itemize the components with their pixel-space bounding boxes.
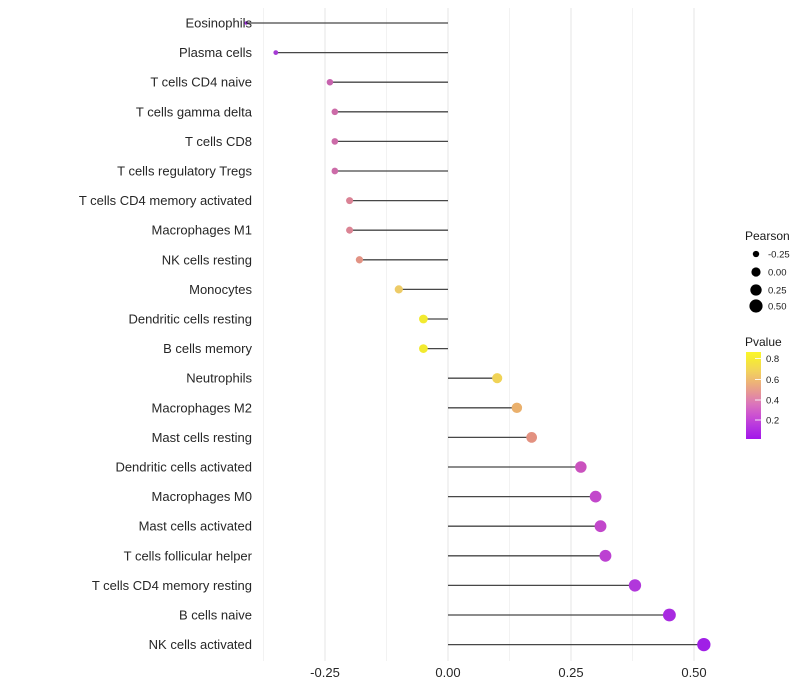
y-axis-label: B cells memory bbox=[163, 341, 252, 356]
y-axis-label: Eosinophils bbox=[186, 16, 253, 31]
pvalue-tick-label: 0.8 bbox=[766, 354, 779, 365]
y-axis-label: T cells CD8 bbox=[185, 134, 252, 149]
y-axis-label: Plasma cells bbox=[179, 45, 252, 60]
data-point-dot bbox=[599, 549, 612, 562]
y-axis-label: Macrophages M1 bbox=[152, 223, 252, 238]
pvalue-tick-label: 0.4 bbox=[766, 396, 779, 407]
x-axis-tick-label: 0.00 bbox=[435, 665, 460, 680]
y-axis-label: B cells naive bbox=[179, 608, 252, 623]
legend-title-pvalue: Pvalue bbox=[745, 335, 782, 349]
legend-size-label: -0.25 bbox=[768, 250, 790, 261]
data-point-dot bbox=[355, 256, 364, 264]
legend-size-dot bbox=[750, 284, 762, 296]
data-point-dot bbox=[331, 138, 339, 145]
data-point-dot bbox=[244, 21, 249, 25]
x-axis-tick-label: 0.50 bbox=[681, 665, 706, 680]
y-axis-label: Macrophages M0 bbox=[152, 489, 252, 504]
y-axis-label: T cells follicular helper bbox=[124, 548, 253, 563]
data-point-dot bbox=[526, 432, 538, 443]
data-point-dot bbox=[628, 579, 642, 592]
data-point-dot bbox=[419, 344, 428, 353]
y-axis-label: Neutrophils bbox=[186, 371, 252, 386]
data-point-dot bbox=[394, 285, 403, 294]
legend-size-label: 0.25 bbox=[768, 286, 787, 297]
data-point-dot bbox=[326, 78, 334, 86]
pvalue-gradient-bar bbox=[746, 352, 761, 439]
y-axis-label: Monocytes bbox=[189, 282, 252, 297]
pvalue-tick-label: 0.2 bbox=[766, 416, 779, 427]
y-axis-label: Mast cells activated bbox=[139, 519, 252, 534]
data-point-dot bbox=[662, 608, 676, 622]
legend-size-dot bbox=[752, 250, 760, 258]
y-axis-label: T cells CD4 memory resting bbox=[92, 578, 252, 593]
data-point-dot bbox=[346, 197, 354, 205]
y-axis-label: Macrophages M2 bbox=[152, 400, 252, 415]
y-axis-label: Dendritic cells activated bbox=[115, 460, 252, 475]
data-point-dot bbox=[697, 637, 711, 652]
legend-title-pearson: Pearson bbox=[745, 229, 790, 243]
data-point-dot bbox=[419, 314, 428, 324]
pvalue-tick-label: 0.6 bbox=[766, 375, 779, 386]
data-point-dot bbox=[594, 520, 607, 533]
data-point-dot bbox=[575, 461, 587, 473]
y-axis-label: Dendritic cells resting bbox=[128, 312, 252, 327]
x-axis-tick-label: 0.25 bbox=[558, 665, 583, 680]
y-axis-label: NK cells resting bbox=[162, 252, 252, 267]
legend-size-dot bbox=[749, 299, 763, 313]
y-axis-label: NK cells activated bbox=[149, 637, 252, 652]
data-point-dot bbox=[511, 402, 523, 414]
legend-size-label: 0.00 bbox=[768, 268, 787, 279]
data-point-dot bbox=[492, 373, 503, 384]
legend-size-dot bbox=[751, 267, 761, 277]
legend-size-label: 0.50 bbox=[768, 302, 787, 313]
x-axis-tick-label: -0.25 bbox=[310, 665, 340, 680]
data-point-dot bbox=[331, 167, 339, 175]
data-point-dot bbox=[346, 226, 354, 234]
y-axis-label: T cells CD4 naive bbox=[150, 75, 252, 90]
y-axis-label: T cells gamma delta bbox=[136, 104, 253, 119]
y-axis-label: Mast cells resting bbox=[152, 430, 252, 445]
data-point-dot bbox=[589, 490, 602, 503]
data-point-dot bbox=[273, 50, 279, 55]
y-axis-label: T cells regulatory Tregs bbox=[117, 164, 252, 179]
data-point-dot bbox=[331, 108, 339, 116]
y-axis-label: T cells CD4 memory activated bbox=[79, 193, 252, 208]
